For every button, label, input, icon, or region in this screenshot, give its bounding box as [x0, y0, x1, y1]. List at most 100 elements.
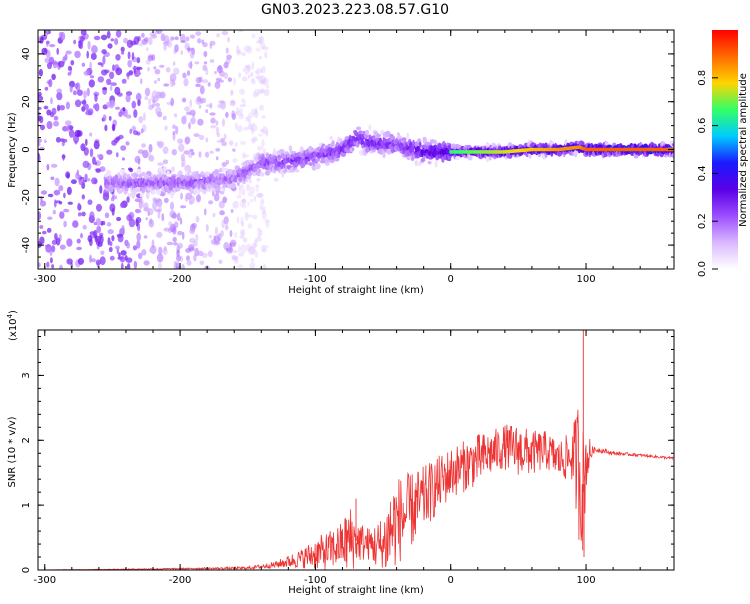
spectrogram-noise-blob — [251, 78, 256, 83]
spectrogram-noise-blob — [115, 67, 123, 76]
spectrogram-noise-blob — [240, 199, 246, 203]
spectrogram-noise-blob — [86, 50, 89, 59]
spectrogram-ridge-blob — [245, 178, 249, 183]
spectrogram-noise-blob — [181, 264, 185, 269]
spectrogram-noise-blob — [80, 233, 83, 239]
spectrogram-noise-blob — [210, 117, 216, 124]
spectrogram-noise-blob — [51, 239, 58, 245]
spectrogram-noise-blob — [106, 149, 113, 155]
spectrogram-noise-blob — [154, 68, 161, 75]
spectrogram-noise-blob — [163, 35, 170, 44]
spectrogram-noise-blob — [39, 36, 44, 44]
spectrogram-noise-blob — [38, 138, 42, 143]
spectrogram-noise-blob — [99, 256, 106, 266]
spectrogram-noise-blob — [259, 80, 266, 85]
spectrogram-noise-blob — [184, 106, 191, 112]
spectrogram-noise-blob — [168, 221, 173, 227]
spectrogram-noise-blob — [91, 45, 98, 54]
spectrogram-ridge-blob — [126, 173, 130, 179]
spectrogram-noise-blob — [262, 244, 269, 249]
spectrogram-ridge-blob — [265, 153, 270, 159]
spectrogram-noise-blob — [172, 213, 177, 219]
spectrogram-noise-blob — [225, 47, 229, 54]
spectrogram-noise-blob — [51, 107, 57, 115]
spectrogram-noise-blob — [140, 128, 144, 134]
spectrogram-noise-blob — [148, 104, 154, 111]
spectrogram-noise-blob — [249, 262, 256, 269]
spectrogram-noise-blob — [229, 246, 233, 254]
chart-title: GN03.2023.223.08.57.G10 — [261, 2, 449, 18]
spectrogram-noise-blob — [262, 148, 266, 154]
spectrogram-noise-blob — [100, 34, 108, 41]
spectrogram-ridge-blob — [135, 186, 141, 193]
spectrogram-noise-blob — [250, 72, 254, 77]
spectrogram-noise-blob — [59, 244, 66, 250]
spectrogram-noise-blob — [250, 80, 257, 85]
spectrogram-ridge-blob — [231, 182, 236, 189]
spectrogram-noise-blob — [233, 77, 237, 86]
spectrogram-x-axis-label: Height of straight line (km) — [288, 285, 424, 296]
spectrogram-noise-blob — [172, 236, 177, 243]
spectrogram-noise-blob — [221, 162, 227, 167]
spectrogram-noise-blob — [116, 216, 122, 222]
spectrogram-noise-blob — [176, 260, 180, 268]
spectrogram-noise-blob — [218, 100, 225, 104]
spectrogram-noise-blob — [200, 97, 207, 104]
spectrogram-noise-blob — [38, 142, 41, 147]
spectrogram-noise-blob — [188, 244, 195, 251]
snr-y-tick-label: 1 — [21, 502, 32, 508]
spectrogram-noise-blob — [141, 143, 146, 148]
spectrogram-ridge-blob — [455, 156, 461, 160]
spectrogram-ridge-blob — [205, 171, 211, 176]
spectrogram-noise-blob — [255, 75, 262, 79]
spectrogram-noise-blob — [266, 84, 270, 89]
spectrogram-noise-blob — [121, 225, 125, 234]
spectrogram-noise-blob — [172, 81, 176, 86]
spectrogram-noise-blob — [202, 42, 208, 48]
spectrogram-noise-blob — [67, 72, 72, 76]
spectrogram-noise-blob — [189, 49, 195, 59]
spectrogram-noise-blob — [261, 206, 266, 214]
spectrogram-x-tick-label: 0 — [448, 274, 454, 285]
spectrogram-noise-blob — [99, 185, 103, 194]
spectrogram-noise-blob — [238, 72, 242, 78]
spectrogram-noise-blob — [120, 262, 124, 269]
spectrogram-noise-blob — [154, 208, 161, 213]
spectrogram-noise-blob — [89, 132, 93, 137]
spectrogram-noise-blob — [49, 44, 56, 48]
spectrogram-noise-blob — [143, 202, 149, 211]
spectrogram-noise-blob — [243, 126, 248, 131]
spectrogram-ridge-blob — [385, 130, 391, 138]
spectrogram-noise-blob — [257, 76, 263, 83]
spectrogram-ridge-blob — [272, 150, 279, 155]
spectrogram-noise-blob — [87, 235, 93, 243]
spectrogram-noise-blob — [74, 99, 82, 108]
spectrogram-y-tick-label: 0 — [21, 146, 32, 152]
spectrogram-noise-blob — [63, 208, 70, 213]
spectrogram-noise-blob — [259, 128, 265, 133]
spectrogram-noise-blob — [51, 73, 56, 81]
spectrogram-noise-blob — [134, 198, 141, 202]
colorbar-label: Normalized spectral amplitude — [738, 73, 749, 227]
spectrogram-noise-blob — [94, 161, 98, 165]
spectrogram-noise-blob — [251, 108, 258, 115]
spectrogram-noise-blob — [89, 254, 92, 263]
spectrogram-noise-blob — [101, 49, 107, 55]
spectrogram-noise-blob — [219, 210, 225, 216]
spectrogram-noise-blob — [176, 212, 181, 221]
spectrogram-ridge-blob — [161, 170, 166, 176]
spectrogram-noise-blob — [44, 139, 47, 143]
spectrogram-noise-blob — [188, 152, 193, 159]
spectrogram-noise-blob — [261, 46, 269, 51]
spectrogram-noise-blob — [110, 197, 115, 202]
spectrogram-noise-blob — [195, 83, 202, 88]
spectrogram-noise-blob — [240, 244, 247, 254]
spectrogram-ridge-blob — [150, 190, 156, 195]
spectrogram-noise-blob — [120, 51, 125, 55]
spectrogram-noise-blob — [89, 61, 92, 70]
spectrogram-noise-blob — [138, 252, 143, 260]
spectrogram-noise-blob — [231, 110, 235, 118]
spectrogram-noise-blob — [239, 201, 244, 208]
spectrogram-noise-blob — [257, 192, 264, 199]
spectrogram-noise-blob — [129, 168, 134, 173]
